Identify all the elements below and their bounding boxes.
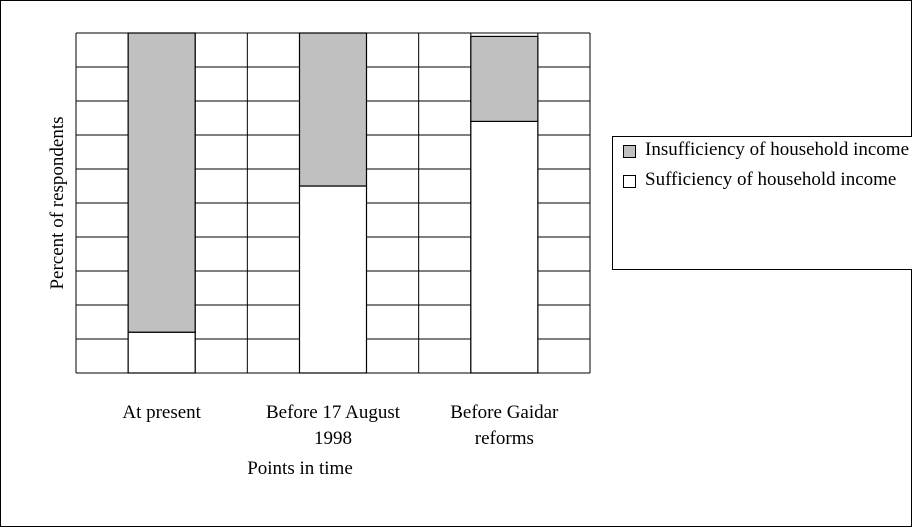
y-axis-label: Percent of respondents <box>47 116 68 290</box>
bar-segment <box>470 35 539 123</box>
legend-swatch <box>623 175 636 188</box>
x-tick-label: Before 17 August 1998 <box>265 402 401 449</box>
x-tick-label: Before Gaidar reforms <box>450 402 559 449</box>
bar-segment <box>127 331 196 374</box>
bar-segment <box>298 185 368 374</box>
legend-label: Sufficiency of household income <box>645 169 897 190</box>
x-axis-label: Points in time <box>247 458 353 479</box>
legend-label: Insufficiency of household income <box>645 139 909 160</box>
legend-entry: Sufficiency of household income <box>613 167 912 193</box>
legend-entry: Insufficiency of household income <box>613 137 912 163</box>
legend: Insufficiency of household income Suffici… <box>612 136 912 270</box>
bar-segment <box>127 32 196 333</box>
bar-segment <box>298 32 368 187</box>
legend-swatch <box>623 145 636 158</box>
bar-segment <box>470 120 539 374</box>
x-tick-label: At present <box>122 402 201 423</box>
